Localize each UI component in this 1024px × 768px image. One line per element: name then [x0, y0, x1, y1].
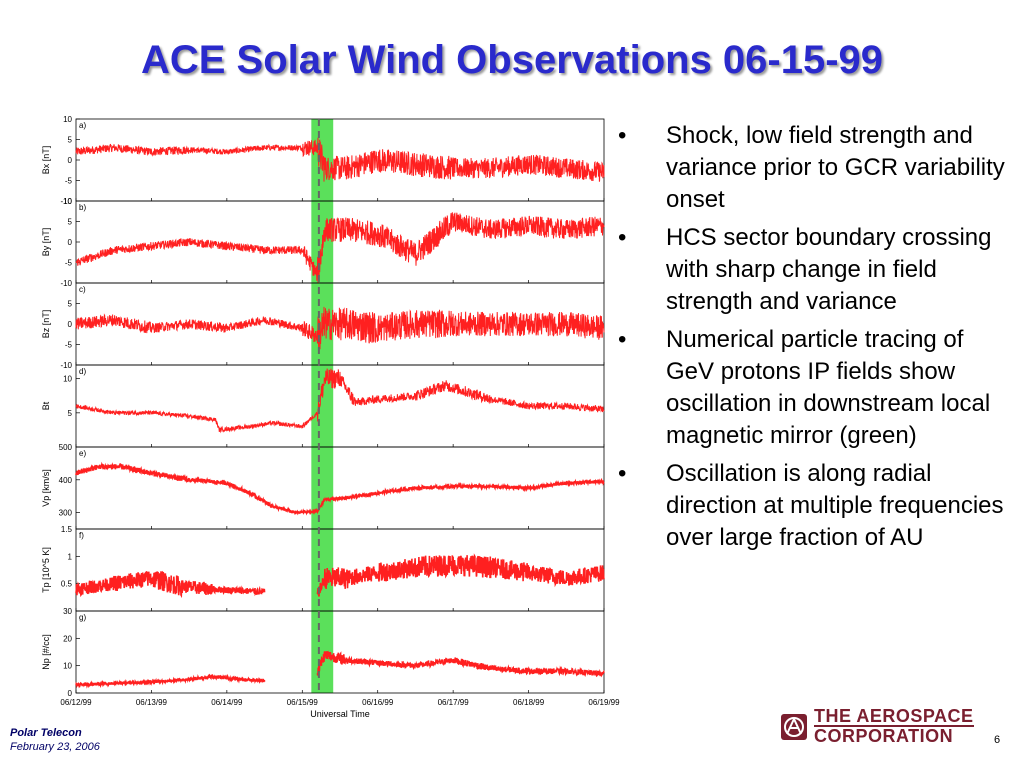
- panel-tag: e): [79, 449, 86, 458]
- bullet-item: • Numerical particle tracing of GeV proto…: [616, 324, 1016, 452]
- series-trace: [75, 570, 266, 599]
- panel-ylabel: Bx [nT]: [41, 146, 51, 175]
- y-tick-label: -10: [60, 197, 72, 206]
- y-tick-label: 30: [63, 607, 72, 616]
- y-tick-label: 0: [68, 156, 73, 165]
- series-trace: [75, 306, 605, 354]
- panel-ylabel: Bt: [41, 401, 51, 410]
- bullet-item: • Shock, low field strength and variance …: [616, 120, 1016, 216]
- series-trace: [75, 368, 605, 434]
- y-tick-label: 10: [63, 197, 72, 206]
- y-tick-label: 0: [68, 689, 73, 698]
- bullet-text: HCS sector boundary crossing with sharp …: [666, 224, 992, 315]
- panel-ylabel: Np [#/cc]: [41, 634, 51, 670]
- y-tick-label: -5: [65, 341, 73, 350]
- y-tick-label: -10: [60, 361, 72, 370]
- series-trace: [75, 673, 266, 689]
- x-tick-label: 06/16/99: [362, 698, 394, 707]
- page-number: 6: [994, 734, 1001, 746]
- panel-tag: f): [79, 531, 84, 540]
- y-tick-label: 5: [68, 136, 73, 145]
- series-trace: [75, 212, 605, 284]
- aerospace-logo-icon: [781, 713, 807, 740]
- y-tick-label: 0: [68, 238, 73, 247]
- panel-tag: b): [79, 203, 86, 212]
- footer-org: Polar Telecon: [10, 727, 82, 739]
- panel-ylabel: By [nT]: [41, 228, 51, 257]
- panel-ylabel: Tp [10^5 K]: [41, 547, 51, 593]
- y-tick-label: 400: [59, 476, 73, 485]
- highlight-band: [311, 119, 334, 693]
- bullet-item: • Oscillation is along radial direction a…: [616, 458, 1016, 554]
- x-tick-label: 06/13/99: [136, 698, 168, 707]
- aerospace-logo: THE AEROSPACE CORPORATION: [780, 706, 974, 745]
- y-tick-label: 5: [68, 300, 73, 309]
- slide-title: ACE Solar Wind Observations 06-15-99: [140, 38, 884, 82]
- x-tick-label: 06/18/99: [513, 698, 545, 707]
- logo-line1: THE AEROSPACE: [814, 706, 974, 726]
- x-tick-label: 06/17/99: [438, 698, 470, 707]
- y-tick-label: 10: [63, 662, 72, 671]
- y-tick-label: -5: [65, 177, 73, 186]
- bullet-text: Oscillation is along radial direction at…: [666, 460, 1004, 551]
- y-tick-label: 10: [63, 115, 72, 124]
- x-tick-label: 06/19/99: [588, 698, 620, 707]
- x-tick-label: 06/14/99: [211, 698, 243, 707]
- logo-line2: CORPORATION: [814, 725, 974, 745]
- series-trace: [75, 137, 605, 182]
- bullet-dot: •: [618, 460, 627, 487]
- series-trace: [316, 650, 605, 678]
- x-tick-label: 06/15/99: [287, 698, 319, 707]
- bullet-item: • HCS sector boundary crossing with sharp…: [616, 222, 1016, 318]
- panel-tag: d): [79, 367, 86, 376]
- series-trace: [75, 461, 605, 516]
- bullet-dot: •: [618, 224, 627, 251]
- series-trace: [316, 553, 605, 597]
- bullet-list: • Shock, low field strength and variance …: [616, 120, 1016, 560]
- y-tick-label: 20: [63, 634, 72, 643]
- footer-date: February 23, 2006: [10, 741, 100, 753]
- y-tick-label: 1.5: [61, 525, 73, 534]
- bullet-dot: •: [618, 122, 627, 149]
- bullet-text: Numerical particle tracing of GeV proton…: [666, 326, 991, 449]
- bullet-dot: •: [618, 326, 627, 353]
- x-tick-label: 06/12/99: [60, 698, 92, 707]
- y-tick-label: 0: [68, 320, 73, 329]
- x-axis-label: Universal Time: [310, 709, 370, 719]
- y-tick-label: 5: [68, 409, 73, 418]
- panel-tag: a): [79, 121, 86, 130]
- y-tick-label: 300: [59, 509, 73, 518]
- footer-left: Polar Telecon February 23, 2006: [10, 726, 100, 754]
- y-tick-label: -5: [65, 259, 73, 268]
- y-tick-label: 500: [59, 443, 73, 452]
- y-tick-label: 5: [68, 218, 73, 227]
- y-tick-label: -10: [60, 279, 72, 288]
- panel-tag: g): [79, 613, 86, 622]
- bullet-text: Shock, low field strength and variance p…: [666, 122, 1005, 213]
- y-tick-label: 10: [63, 375, 72, 384]
- panel-ylabel: Vp [km/s]: [41, 469, 51, 507]
- panel-frame: [75, 610, 605, 694]
- panel-tag: c): [79, 285, 86, 294]
- panel-ylabel: Bz [nT]: [41, 310, 51, 339]
- y-tick-label: 1: [68, 552, 73, 561]
- y-tick-label: 0.5: [61, 580, 73, 589]
